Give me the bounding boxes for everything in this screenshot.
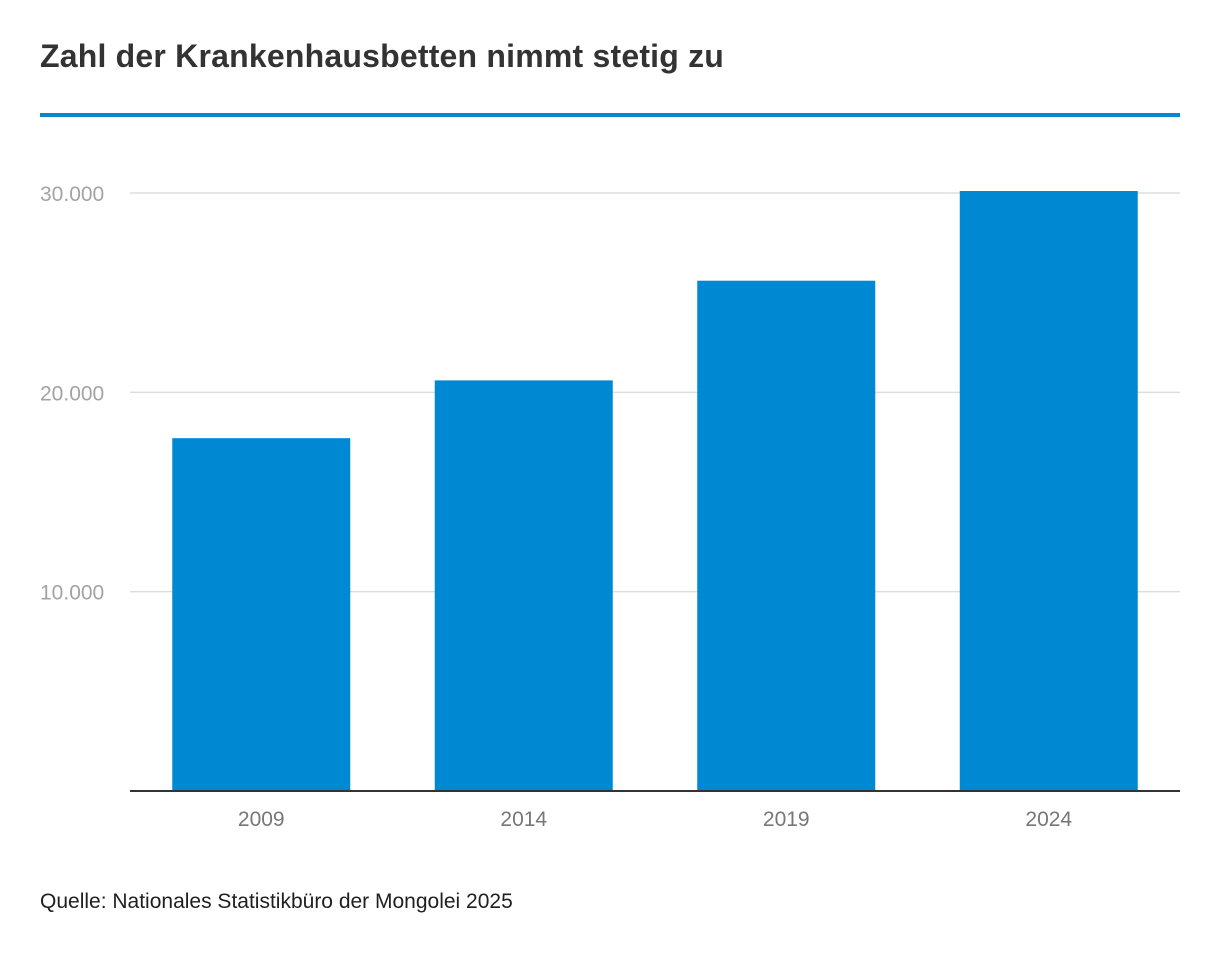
x-axis-ticks: 2009 2014 2019 2024 [238,808,1073,831]
chart-title: Zahl der Krankenhausbetten nimmt stetig … [40,38,725,74]
x-tick-label: 2014 [500,808,547,831]
source-note: Quelle: Nationales Statistikbüro der Mon… [40,890,513,913]
bar-2009 [172,438,351,791]
bar-2014 [434,380,613,791]
x-tick-label: 2024 [1025,808,1072,831]
bar-2019 [697,280,876,791]
bar-2024 [959,191,1138,792]
bars [172,191,1138,792]
x-tick-label: 2019 [763,808,810,831]
y-axis-ticks: 10.000 20.000 30.000 [40,183,104,605]
y-tick-label: 10.000 [40,582,104,605]
y-tick-label: 30.000 [40,183,104,206]
x-tick-label: 2009 [238,808,285,831]
y-tick-label: 20.000 [40,382,104,405]
title-rule [40,113,1180,117]
